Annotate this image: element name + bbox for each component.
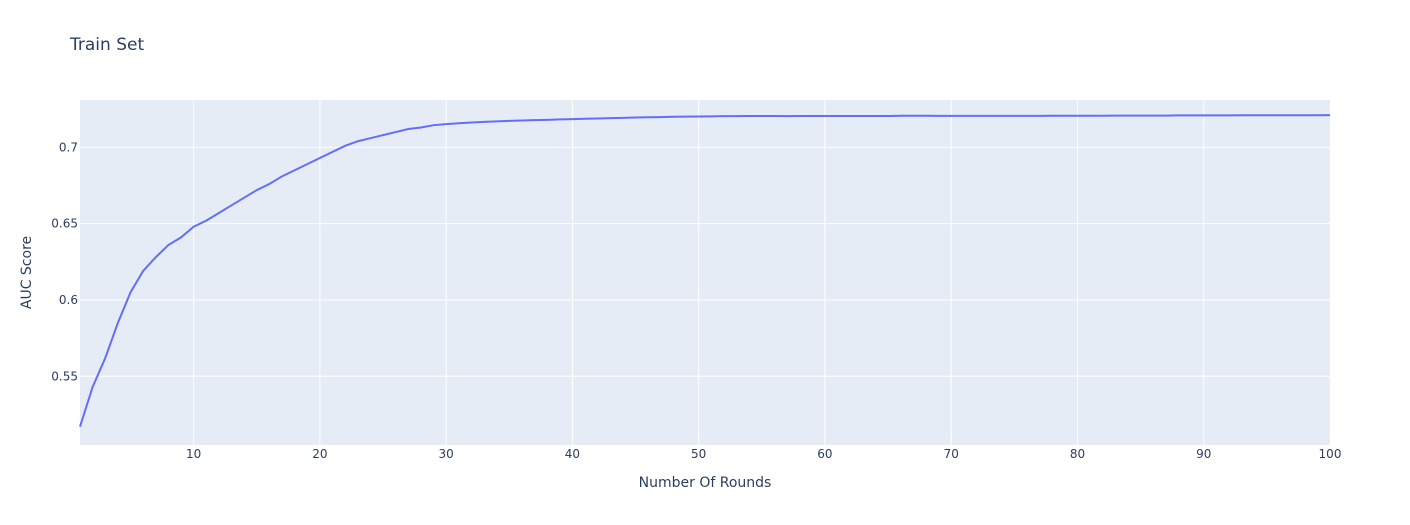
y-tick-label: 0.7 bbox=[59, 140, 78, 154]
y-axis-ticks: 0.55 0.6 0.65 0.7 bbox=[51, 140, 78, 383]
x-tick-label: 90 bbox=[1196, 447, 1211, 461]
x-tick-label: 70 bbox=[944, 447, 959, 461]
y-gridlines bbox=[80, 146, 1330, 377]
y-tick-label: 0.55 bbox=[51, 369, 78, 383]
x-tick-label: 80 bbox=[1070, 447, 1085, 461]
x-tick-label: 100 bbox=[1319, 447, 1342, 461]
y-tick-label: 0.6 bbox=[59, 293, 78, 307]
plot-area bbox=[80, 100, 1330, 445]
x-tick-label: 20 bbox=[312, 447, 327, 461]
x-tick-label: 40 bbox=[565, 447, 580, 461]
y-axis-label: AUC Score bbox=[19, 236, 35, 309]
series-line bbox=[79, 114, 1331, 427]
chart-title: Train Set bbox=[69, 35, 144, 55]
x-axis-ticks: 10 20 30 40 50 60 70 80 90 100 bbox=[186, 447, 1341, 461]
x-axis-label: Number Of Rounds bbox=[639, 475, 772, 491]
x-tick-label: 10 bbox=[186, 447, 201, 461]
y-tick-label: 0.65 bbox=[51, 217, 78, 231]
x-tick-label: 60 bbox=[817, 447, 832, 461]
x-tick-label: 30 bbox=[439, 447, 454, 461]
x-tick-label: 50 bbox=[691, 447, 706, 461]
